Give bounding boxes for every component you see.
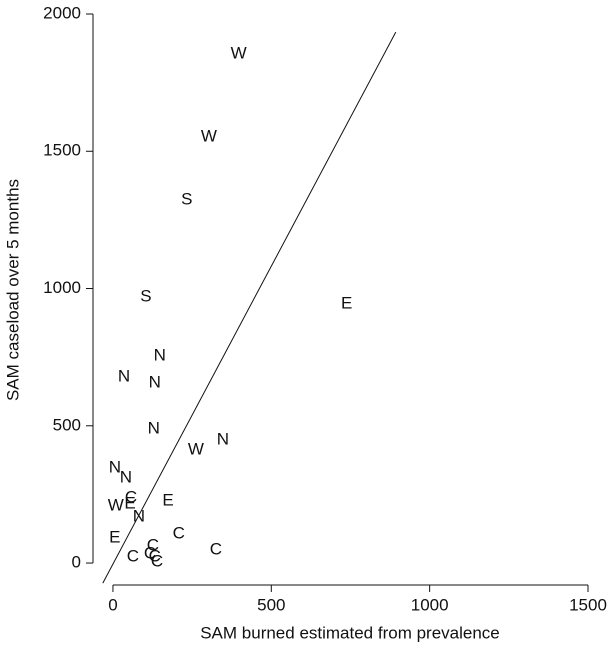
point-label: N <box>109 458 121 477</box>
point-label: W <box>201 126 217 145</box>
point-label: S <box>181 190 192 209</box>
point-label: C <box>147 536 159 555</box>
point-label: N <box>120 467 132 486</box>
point-label: N <box>149 372 161 391</box>
point-label: E <box>162 490 173 509</box>
y-tick-label: 0 <box>72 553 81 572</box>
point-label: C <box>210 540 222 559</box>
point-label: W <box>231 44 247 63</box>
point-label: N <box>148 419 160 438</box>
point-label: C <box>149 546 161 565</box>
x-tick-label: 0 <box>108 595 117 614</box>
point-label: W <box>188 439 204 458</box>
point-label: S <box>140 287 151 306</box>
point-label: E <box>341 293 352 312</box>
y-tick-label: 1000 <box>43 278 81 297</box>
x-tick-label: 1500 <box>569 595 607 614</box>
y-axis-label: SAM caseload over 5 months <box>3 179 22 401</box>
point-label: C <box>144 543 156 562</box>
point-label: E <box>124 494 135 513</box>
point-label: N <box>154 346 166 365</box>
x-tick-label: 500 <box>257 595 285 614</box>
y-tick-label: 2000 <box>43 3 81 22</box>
point-label: C <box>173 523 185 542</box>
point-label: W <box>108 495 124 514</box>
y-tick-label: 1500 <box>43 141 81 160</box>
y-tick-label: 500 <box>53 415 81 434</box>
x-tick-label: 1000 <box>411 595 449 614</box>
point-label: N <box>217 430 229 449</box>
point-label: C <box>125 487 137 506</box>
point-label: N <box>118 366 130 385</box>
x-axis-label: SAM burned estimated from prevalence <box>200 623 500 642</box>
point-label: C <box>127 546 139 565</box>
fit-line <box>102 31 397 584</box>
point-label: E <box>109 528 120 547</box>
point-label: C <box>151 551 163 570</box>
